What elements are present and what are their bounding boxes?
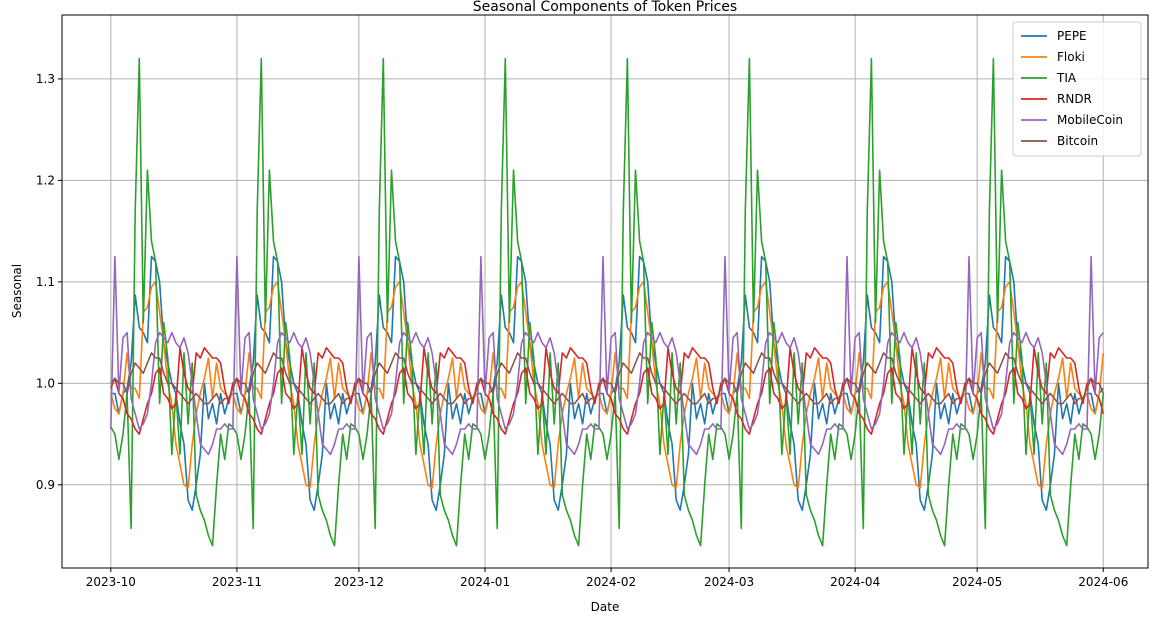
x-tick-label: 2024-05 xyxy=(952,575,1002,589)
series-line-mobilecoin xyxy=(110,255,1104,456)
x-tick-label: 2023-12 xyxy=(334,575,384,589)
series-line-bitcoin xyxy=(110,352,1105,405)
y-tick-label: 1.2 xyxy=(36,173,55,187)
legend: PEPE Floki TIA RNDR MobileCoin Bitcoin xyxy=(1012,21,1142,157)
plot-frame xyxy=(61,14,1149,569)
y-axis-label: Seasonal xyxy=(10,264,24,318)
legend-label: Floki xyxy=(1057,50,1085,64)
legend-label: TIA xyxy=(1056,71,1077,85)
y-tick-label: 1.1 xyxy=(36,275,55,289)
x-tick-label: 2024-06 xyxy=(1078,575,1128,589)
legend-label: Bitcoin xyxy=(1057,134,1098,148)
y-tick-label: 0.9 xyxy=(36,478,55,492)
legend-box xyxy=(1012,21,1142,157)
x-tick-label: 2023-11 xyxy=(212,575,262,589)
x-tick-label: 2024-02 xyxy=(586,575,636,589)
x-tick-label: 2024-04 xyxy=(830,575,880,589)
legend-label: MobileCoin xyxy=(1057,113,1123,127)
x-tick-label: 2024-01 xyxy=(460,575,510,589)
legend-label: PEPE xyxy=(1057,29,1087,43)
x-tick-label: 2024-03 xyxy=(704,575,754,589)
series-line-floki xyxy=(110,281,1105,489)
chart-title: Seasonal Components of Token Prices xyxy=(473,0,737,15)
y-tick-label: 1.0 xyxy=(36,376,55,390)
legend-label: RNDR xyxy=(1057,92,1092,106)
x-tick-label: 2023-10 xyxy=(86,575,136,589)
y-tick-label: 1.3 xyxy=(36,72,55,86)
series-line-tia xyxy=(110,57,1105,547)
x-axis-label: Date xyxy=(591,600,620,614)
